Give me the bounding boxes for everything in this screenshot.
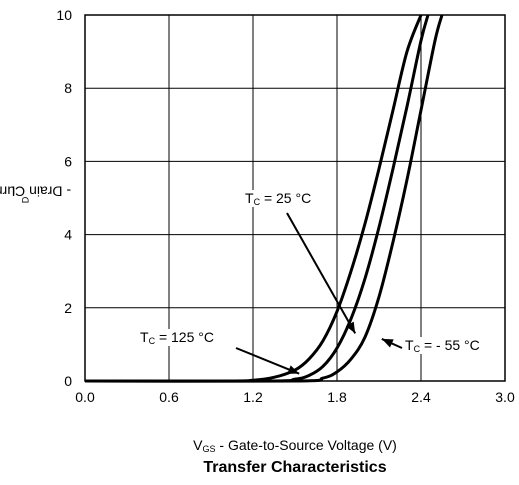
- arrow-25c: [286, 212, 357, 334]
- annotation-minus55c: TC = - 55 °C: [405, 337, 480, 354]
- x-tick-label: 2.4: [411, 389, 431, 405]
- x-tick-label: 0.6: [159, 389, 179, 405]
- y-tick-label: 4: [64, 227, 72, 243]
- arrow-25c-head: [345, 321, 356, 334]
- x-tick-label: 0.0: [75, 389, 95, 405]
- y-tick-label: 10: [56, 7, 72, 23]
- x-tick-label: 3.0: [495, 389, 515, 405]
- y-tick-label: 8: [64, 80, 72, 96]
- series-line-minus55c: [84, 14, 444, 383]
- x-tick-label: 1.2: [243, 389, 263, 405]
- x-tick-label: 1.8: [327, 389, 347, 405]
- y-tick-label: 0: [64, 373, 72, 389]
- chart-title: Transfer Characteristics: [203, 459, 387, 476]
- x-axis-label: VGS - Gate-to-Source Voltage (V): [193, 437, 397, 454]
- annotation-125c: TC = 125 °C: [140, 329, 214, 346]
- y-tick-label: 6: [64, 153, 72, 169]
- arrow-125c-head: [287, 365, 300, 374]
- annotation-25c: TC = 25 °C: [245, 190, 312, 207]
- tick-labels: 0.0 0.6 1.2 1.8 2.4 3.0 0 2 4 6 8 10: [56, 7, 515, 405]
- arrow-minus55c-head: [381, 338, 394, 348]
- annotation-arrows: [235, 212, 403, 375]
- y-tick-label: 2: [64, 300, 72, 316]
- arrow-125c: [235, 347, 300, 375]
- grid-lines: [85, 15, 505, 381]
